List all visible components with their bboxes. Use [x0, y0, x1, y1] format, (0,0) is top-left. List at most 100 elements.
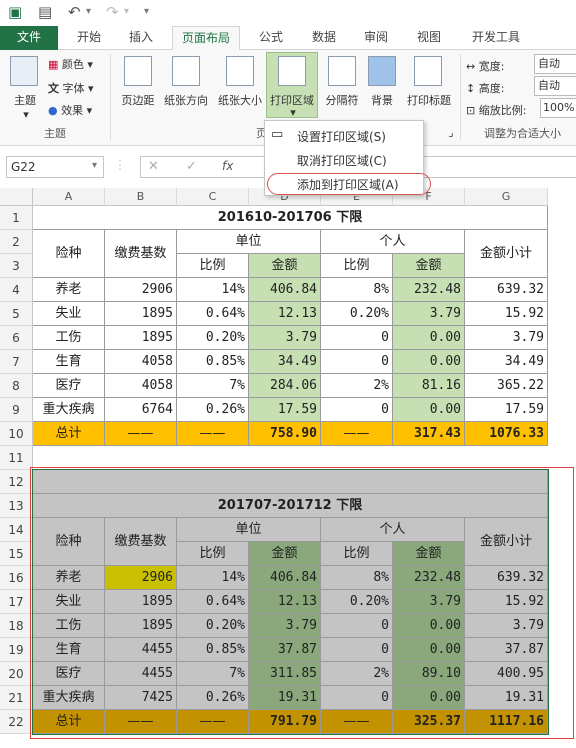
- row-header[interactable]: 4: [0, 278, 33, 302]
- total-cell[interactable]: ——: [177, 422, 249, 446]
- table-cell[interactable]: 0: [321, 398, 393, 422]
- header-base[interactable]: 缴费基数: [105, 230, 177, 278]
- table-cell[interactable]: 工伤: [33, 326, 105, 350]
- table-cell[interactable]: 生育: [33, 350, 105, 374]
- table-cell[interactable]: 1895: [105, 614, 177, 638]
- scale-input[interactable]: 100%: [540, 98, 576, 118]
- table-cell[interactable]: 81.16: [393, 374, 465, 398]
- insert-function-icon[interactable]: fx: [222, 159, 234, 173]
- table-title[interactable]: 201707-201712 下限: [33, 494, 548, 518]
- table-cell[interactable]: 4455: [105, 662, 177, 686]
- row-header[interactable]: 20: [0, 662, 33, 686]
- orientation-button[interactable]: 纸张方向: [164, 94, 208, 107]
- row-header[interactable]: 2: [0, 230, 33, 254]
- header-total[interactable]: 金额小计: [465, 230, 548, 278]
- table-cell[interactable]: 7%: [177, 374, 249, 398]
- table-cell[interactable]: 生育: [33, 638, 105, 662]
- print-area-dropdown-icon[interactable]: ▾: [290, 106, 296, 119]
- table-cell[interactable]: 重大疾病: [33, 686, 105, 710]
- save-icon[interactable]: ▤: [38, 3, 53, 21]
- table-cell[interactable]: 639.32: [465, 566, 548, 590]
- table-cell[interactable]: 0.00: [393, 326, 465, 350]
- table-cell[interactable]: 365.22: [465, 374, 548, 398]
- formula-bar-menu-icon[interactable]: ⋮: [114, 158, 126, 172]
- table-cell[interactable]: 311.85: [249, 662, 321, 686]
- header-amount[interactable]: 金额: [249, 542, 321, 566]
- tab-developer[interactable]: 开发工具: [471, 30, 520, 44]
- empty-row[interactable]: [33, 446, 548, 470]
- name-box[interactable]: G22: [6, 156, 104, 178]
- colors-button[interactable]: ▦ 颜色 ▾: [48, 58, 93, 71]
- table-cell[interactable]: 232.48: [393, 278, 465, 302]
- themes-dropdown-icon[interactable]: ▾: [23, 108, 29, 121]
- background-icon[interactable]: [368, 56, 396, 86]
- table-cell[interactable]: 639.32: [465, 278, 548, 302]
- table-cell[interactable]: 0.00: [393, 614, 465, 638]
- table-cell[interactable]: 0.20%: [321, 590, 393, 614]
- row-header[interactable]: 22: [0, 710, 33, 734]
- customize-qat-icon[interactable]: ▾: [144, 6, 150, 17]
- tab-home[interactable]: 开始: [76, 30, 101, 44]
- size-button[interactable]: 纸张大小: [218, 94, 262, 107]
- row-header[interactable]: 10: [0, 422, 33, 446]
- print-area-button[interactable]: 打印区域: [270, 94, 314, 107]
- total-cell[interactable]: ——: [105, 422, 177, 446]
- header-person[interactable]: 个人: [321, 230, 465, 254]
- table-title[interactable]: 201610-201706 下限: [33, 206, 548, 230]
- tab-page-layout[interactable]: 页面布局: [172, 26, 240, 51]
- table-cell[interactable]: 12.13: [249, 590, 321, 614]
- redo-dropdown-icon[interactable]: ▾: [124, 6, 130, 17]
- table-cell[interactable]: 重大疾病: [33, 398, 105, 422]
- tab-formulas[interactable]: 公式: [258, 30, 283, 44]
- size-icon[interactable]: [226, 56, 254, 86]
- table-cell[interactable]: 3.79: [393, 590, 465, 614]
- table-cell[interactable]: 4058: [105, 350, 177, 374]
- total-cell[interactable]: 总计: [33, 422, 105, 446]
- col-header-c[interactable]: C: [177, 188, 249, 206]
- print-titles-icon[interactable]: [414, 56, 442, 86]
- table-cell[interactable]: 15.92: [465, 590, 548, 614]
- table-cell[interactable]: 0.00: [393, 686, 465, 710]
- header-unit[interactable]: 单位: [177, 230, 321, 254]
- themes-button[interactable]: 主题: [14, 94, 36, 107]
- width-select[interactable]: 自动: [534, 54, 576, 74]
- header-ratio[interactable]: 比例: [321, 254, 393, 278]
- table-cell[interactable]: 0: [321, 326, 393, 350]
- table-cell[interactable]: 4058: [105, 374, 177, 398]
- redo-icon[interactable]: ↷: [106, 3, 119, 21]
- row-header[interactable]: 14: [0, 518, 33, 542]
- table-cell[interactable]: 19.31: [465, 686, 548, 710]
- table-cell[interactable]: 14%: [177, 278, 249, 302]
- table-cell[interactable]: 14%: [177, 566, 249, 590]
- height-select[interactable]: 自动: [534, 76, 576, 96]
- row-header[interactable]: 13: [0, 494, 33, 518]
- undo-dropdown-icon[interactable]: ▾: [86, 6, 92, 17]
- col-header-g[interactable]: G: [465, 188, 548, 206]
- table-cell[interactable]: 2906: [105, 566, 177, 590]
- table-cell[interactable]: 34.49: [249, 350, 321, 374]
- total-cell[interactable]: 325.37: [393, 710, 465, 734]
- table-cell[interactable]: 医疗: [33, 662, 105, 686]
- table-cell[interactable]: 17.59: [249, 398, 321, 422]
- header-ratio[interactable]: 比例: [177, 542, 249, 566]
- print-titles-button[interactable]: 打印标题: [407, 94, 451, 107]
- table-cell[interactable]: 养老: [33, 278, 105, 302]
- table-cell[interactable]: 0.85%: [177, 638, 249, 662]
- row-header[interactable]: 21: [0, 686, 33, 710]
- cancel-icon[interactable]: ✕: [148, 159, 159, 174]
- table-cell[interactable]: 4455: [105, 638, 177, 662]
- menu-item-set-print-area[interactable]: 设置打印区域(S): [297, 130, 386, 144]
- table-cell[interactable]: 0: [321, 638, 393, 662]
- total-cell[interactable]: 1117.16: [465, 710, 548, 734]
- table-cell[interactable]: 89.10: [393, 662, 465, 686]
- margins-icon[interactable]: [124, 56, 152, 86]
- table-cell[interactable]: 37.87: [249, 638, 321, 662]
- table-cell[interactable]: 8%: [321, 278, 393, 302]
- enter-icon[interactable]: ✓: [186, 159, 197, 174]
- table-cell[interactable]: 1895: [105, 590, 177, 614]
- header-type[interactable]: 险种: [33, 518, 105, 566]
- table-cell[interactable]: 0.00: [393, 350, 465, 374]
- header-unit[interactable]: 单位: [177, 518, 321, 542]
- table-cell[interactable]: 406.84: [249, 566, 321, 590]
- row-header[interactable]: 17: [0, 590, 33, 614]
